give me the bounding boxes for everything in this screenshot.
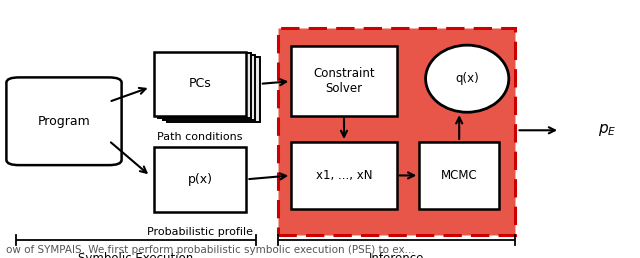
Text: Probabilistic profile: Probabilistic profile bbox=[147, 227, 253, 237]
Text: MCMC: MCMC bbox=[441, 169, 477, 182]
Text: $p_E$: $p_E$ bbox=[598, 122, 617, 138]
FancyBboxPatch shape bbox=[163, 55, 255, 120]
Text: Inference: Inference bbox=[369, 252, 424, 258]
Text: q(x): q(x) bbox=[455, 72, 479, 85]
Ellipse shape bbox=[426, 45, 509, 112]
FancyBboxPatch shape bbox=[158, 53, 251, 118]
Text: Path conditions: Path conditions bbox=[157, 132, 243, 142]
FancyBboxPatch shape bbox=[278, 28, 515, 235]
FancyBboxPatch shape bbox=[154, 52, 246, 116]
FancyBboxPatch shape bbox=[291, 142, 397, 209]
Text: Symbolic Execution: Symbolic Execution bbox=[78, 252, 194, 258]
Text: x1, ..., xN: x1, ..., xN bbox=[316, 169, 372, 182]
FancyBboxPatch shape bbox=[167, 57, 260, 122]
Text: Program: Program bbox=[38, 115, 90, 128]
Text: Constraint
Solver: Constraint Solver bbox=[313, 67, 375, 95]
Text: PCs: PCs bbox=[189, 77, 211, 90]
FancyBboxPatch shape bbox=[419, 142, 499, 209]
Text: p(x): p(x) bbox=[188, 173, 212, 186]
FancyBboxPatch shape bbox=[154, 147, 246, 212]
FancyBboxPatch shape bbox=[291, 46, 397, 116]
FancyBboxPatch shape bbox=[6, 77, 122, 165]
Text: ow of SYMPAIS. We first perform probabilistic symbolic execution (PSE) to ex...: ow of SYMPAIS. We first perform probabil… bbox=[6, 245, 415, 255]
